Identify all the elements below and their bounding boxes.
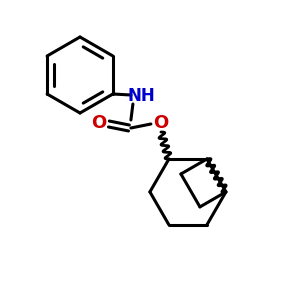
Text: NH: NH [127, 87, 155, 105]
Text: O: O [91, 114, 106, 132]
Text: O: O [153, 114, 169, 132]
